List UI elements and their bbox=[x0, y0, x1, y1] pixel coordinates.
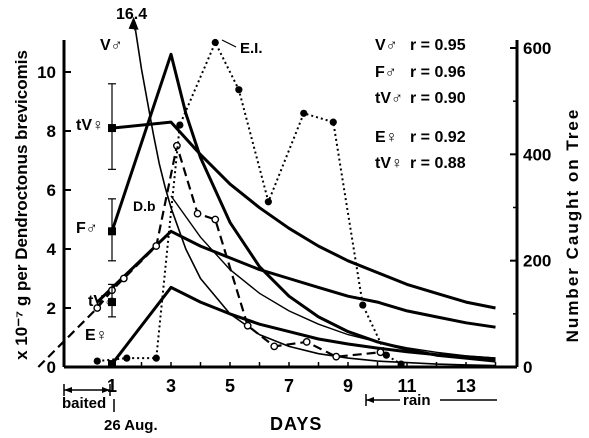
date-label: 26 Aug. bbox=[104, 417, 158, 434]
x-tick-label: 5 bbox=[225, 376, 235, 396]
y-left-tick-label: 6 bbox=[47, 181, 56, 200]
series-ei-point bbox=[211, 38, 219, 47]
curve-label-1: V♂ bbox=[100, 37, 123, 54]
vmale-arrow-shaft bbox=[132, 22, 137, 31]
series-ei-point bbox=[235, 86, 243, 94]
series-db-point bbox=[211, 215, 220, 224]
legend-label-4: E♀ bbox=[375, 129, 398, 146]
legend-r-5: r = 0.88 bbox=[410, 155, 466, 172]
y-left-tick-label: 2 bbox=[47, 299, 56, 318]
y-left-tick-label: 0 bbox=[47, 358, 56, 377]
y-left-tick-label: 4 bbox=[47, 240, 57, 259]
solid-marker bbox=[108, 124, 116, 133]
legend-label-2: F♂ bbox=[375, 64, 397, 81]
curve-label-3: tV♀ bbox=[76, 117, 104, 134]
legend-r-4: r = 0.92 bbox=[410, 129, 466, 146]
legend-r-1: r = 0.95 bbox=[410, 37, 466, 54]
y-right-tick-label: 0 bbox=[523, 358, 532, 377]
series-ei-point bbox=[397, 360, 405, 368]
y-right-tick-label: 200 bbox=[523, 252, 551, 271]
series-ei-point bbox=[329, 118, 337, 126]
series-ei-point bbox=[93, 357, 101, 365]
y-right-tick-label: 400 bbox=[523, 145, 551, 164]
baited-arrow-head-left bbox=[64, 387, 72, 393]
curve-5 bbox=[110, 285, 496, 366]
curve-label-2: F♂ bbox=[76, 220, 98, 237]
series-db-point bbox=[243, 321, 252, 330]
series-db-point bbox=[193, 209, 202, 218]
y-left-tick-label: 10 bbox=[37, 63, 56, 82]
curve-label-5: E♀ bbox=[85, 327, 108, 344]
y-left-tick-label: 8 bbox=[47, 122, 56, 141]
ei-label-leader bbox=[221, 39, 237, 48]
series-layer bbox=[37, 16, 496, 369]
series-ei-point bbox=[152, 354, 160, 362]
series-db-point bbox=[302, 338, 311, 346]
solid-marker bbox=[108, 360, 116, 369]
x-tick-label: 9 bbox=[343, 376, 353, 396]
solid-marker bbox=[108, 298, 116, 307]
legend-label-5: tV♀ bbox=[375, 155, 403, 172]
peak-value-label: 16.4 bbox=[116, 6, 147, 23]
x-tick-label: 3 bbox=[166, 376, 176, 396]
x-axis-title: DAYS bbox=[270, 414, 322, 434]
rain-label: rain bbox=[403, 392, 431, 409]
series-ei-point bbox=[123, 354, 131, 362]
y-right-tick-label: 600 bbox=[523, 39, 551, 58]
series-db-point bbox=[270, 342, 279, 351]
series-ei-point bbox=[300, 109, 308, 117]
series-db-point bbox=[376, 348, 385, 357]
x-tick-label: 1 bbox=[107, 376, 117, 396]
axes-layer bbox=[62, 40, 519, 412]
curve-label-4: tV♂ bbox=[88, 293, 116, 310]
series-db-point bbox=[119, 274, 128, 283]
series-ei-label: E.I. bbox=[240, 40, 263, 57]
series-ei-point bbox=[359, 301, 367, 309]
x-tick-label: 11 bbox=[397, 376, 416, 396]
series-ei-point bbox=[176, 121, 184, 129]
series-ei-point bbox=[264, 198, 272, 206]
series-db-point bbox=[93, 304, 102, 312]
baited-arrow-head-right bbox=[102, 387, 110, 393]
series-db-point bbox=[152, 242, 161, 250]
curve-thin-extra bbox=[170, 195, 496, 359]
legend-label-3: tV♂ bbox=[375, 90, 403, 107]
series-db-label: D.b bbox=[133, 198, 156, 214]
series-ei-point bbox=[382, 351, 390, 359]
curve-4 bbox=[96, 229, 496, 329]
rain-arrow-head bbox=[366, 397, 374, 403]
baited-label: baited bbox=[62, 395, 106, 412]
y-axis-title-left: x 10⁻⁷ g per Dendroctonus brevicomis bbox=[12, 50, 31, 360]
series-db-point bbox=[332, 352, 341, 361]
x-tick-label: 7 bbox=[284, 376, 294, 396]
legend-label-1: V♂ bbox=[375, 37, 398, 54]
x-tick-label: 13 bbox=[456, 376, 476, 396]
curve-3 bbox=[111, 120, 496, 310]
y-axis-title-right: Number Caught on Tree bbox=[563, 108, 582, 343]
legend-r-2: r = 0.96 bbox=[410, 64, 466, 81]
legend-r-3: r = 0.90 bbox=[410, 90, 466, 107]
solid-marker bbox=[108, 227, 116, 236]
